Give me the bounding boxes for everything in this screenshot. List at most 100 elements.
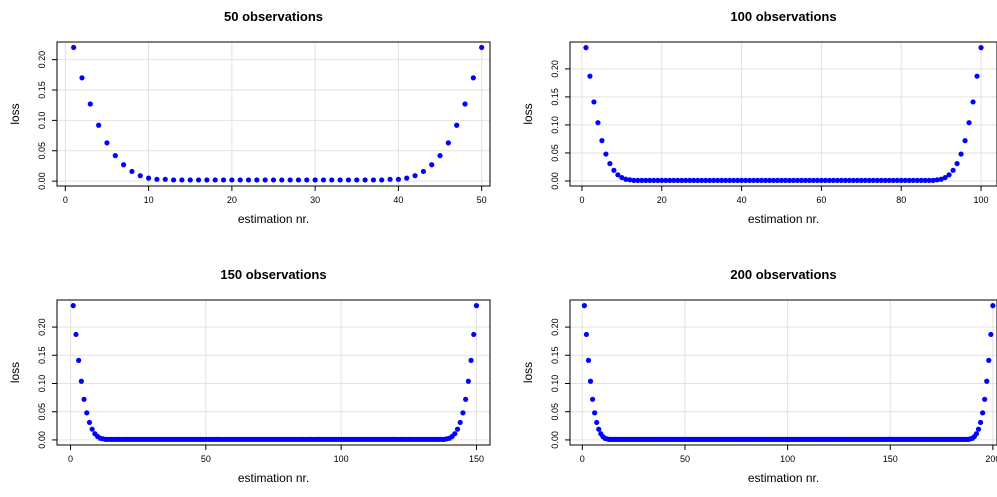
panel-title: 200 observations	[730, 267, 836, 282]
point	[814, 177, 821, 183]
point	[420, 168, 426, 175]
point	[762, 177, 769, 183]
point	[596, 426, 602, 432]
panel-title: 100 observations	[730, 9, 836, 24]
point	[591, 99, 597, 105]
point	[802, 177, 809, 183]
point	[471, 331, 477, 338]
point	[583, 45, 589, 51]
point	[723, 177, 729, 183]
y-tick-label: 0.15	[37, 347, 47, 365]
point	[878, 177, 884, 183]
point	[254, 177, 260, 183]
point	[195, 177, 202, 183]
point	[204, 177, 210, 183]
x-tick-label: 0	[579, 195, 584, 205]
x-tick-label: 80	[896, 195, 906, 205]
x-tick-label: 50	[201, 454, 211, 464]
point	[790, 177, 797, 183]
x-tick-label: 60	[816, 195, 826, 205]
point	[603, 151, 609, 157]
point	[379, 177, 385, 183]
point	[798, 177, 805, 183]
point	[76, 357, 82, 363]
point	[457, 419, 463, 426]
x-axis-label: estimation nr.	[238, 471, 309, 485]
point	[345, 177, 352, 183]
point	[615, 172, 621, 178]
point	[715, 177, 721, 183]
point	[695, 177, 701, 183]
x-tick-label: 50	[680, 454, 690, 464]
y-tick-label: 0.20	[550, 60, 560, 78]
point	[974, 73, 980, 79]
y-tick-label: 0.00	[550, 431, 560, 449]
point	[842, 177, 848, 183]
point	[354, 177, 360, 183]
point	[437, 153, 443, 159]
point	[594, 419, 600, 426]
point	[910, 177, 916, 183]
point	[770, 177, 777, 183]
y-tick-label: 0.05	[550, 403, 560, 421]
y-tick-label: 0.10	[37, 375, 47, 393]
point	[703, 177, 709, 183]
point	[838, 177, 844, 183]
point	[71, 44, 77, 51]
point	[79, 75, 85, 81]
point	[675, 177, 681, 183]
point	[671, 177, 677, 183]
point	[874, 177, 880, 183]
point	[846, 177, 852, 183]
x-tick-label: 0	[68, 454, 73, 464]
point	[137, 173, 143, 179]
plot-frame	[569, 299, 997, 446]
point	[954, 160, 960, 167]
y-tick-label: 0.05	[37, 403, 47, 421]
point	[735, 177, 741, 183]
y-axis-label: loss	[521, 103, 535, 124]
point	[643, 177, 649, 183]
point	[445, 140, 451, 146]
point	[980, 410, 986, 416]
point	[262, 177, 268, 183]
point	[631, 177, 637, 183]
x-tick-label: 150	[469, 454, 484, 464]
point	[479, 44, 485, 51]
point	[463, 396, 469, 402]
point	[651, 177, 657, 183]
point	[834, 177, 840, 183]
point	[778, 177, 785, 183]
point	[627, 177, 633, 183]
point	[96, 122, 102, 128]
point	[766, 177, 773, 183]
point	[73, 331, 79, 338]
panel: 150 observations estimation nr. loss 0 50 100…	[8, 267, 491, 485]
point	[245, 177, 252, 183]
point	[667, 177, 673, 183]
point	[711, 177, 717, 183]
x-tick-label: 50	[477, 195, 487, 205]
point	[412, 173, 418, 179]
y-tick-label: 0.20	[550, 318, 560, 336]
point	[727, 177, 733, 183]
point	[470, 75, 476, 81]
point	[918, 177, 924, 183]
point	[942, 174, 948, 181]
point	[86, 419, 93, 426]
y-axis-label: loss	[8, 103, 22, 124]
point	[454, 426, 461, 432]
point	[187, 177, 193, 183]
panel-title: 150 observations	[220, 267, 326, 282]
x-tick-label: 150	[883, 454, 898, 464]
point	[145, 175, 152, 181]
point	[607, 160, 613, 167]
point	[589, 396, 596, 402]
point	[295, 177, 302, 183]
point	[581, 303, 587, 309]
y-tick-label: 0.05	[37, 142, 47, 160]
point	[854, 177, 860, 183]
point	[639, 177, 645, 183]
point	[599, 138, 605, 144]
